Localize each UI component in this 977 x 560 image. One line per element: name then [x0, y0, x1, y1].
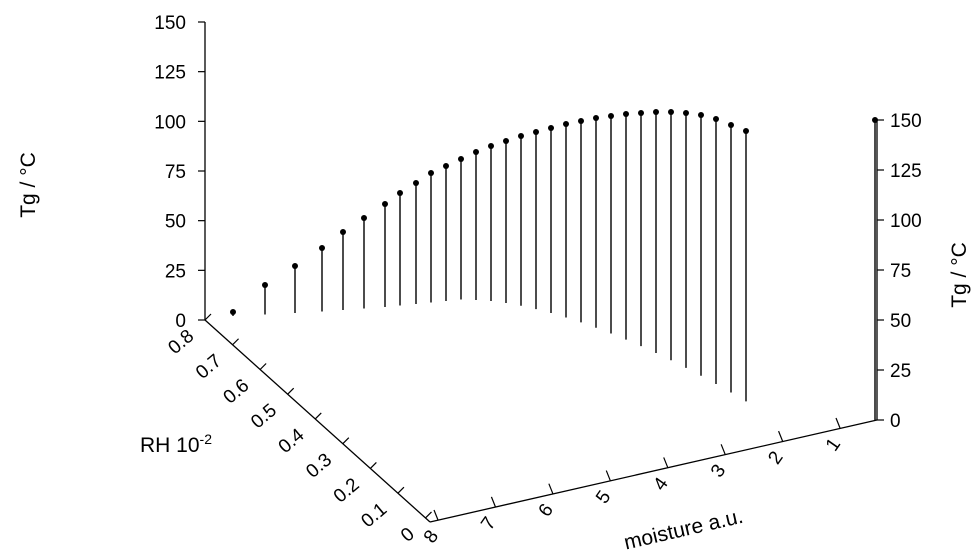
rh-tick-label: 0.8: [164, 326, 198, 359]
stem-point: [292, 263, 298, 269]
stem-point: [397, 190, 403, 196]
left-tg-ticks: 0 25 50 75 100 125 150: [154, 13, 205, 332]
axes: [204, 22, 878, 523]
rh-tick-mark: [369, 462, 377, 469]
stem-point: [743, 128, 749, 134]
rh-tick-mark: [287, 387, 295, 395]
stem-point: [713, 116, 719, 122]
right-axis-label: Tg / °C: [948, 242, 971, 308]
moisture-tick-label: 5: [592, 487, 615, 508]
stem-point: [668, 109, 674, 115]
right-tick-label: 75: [890, 261, 911, 282]
rh-tick-mark: [342, 437, 350, 445]
stem-point: [638, 110, 644, 116]
moisture-axis-label: moisture a.u.: [622, 505, 745, 555]
moisture-tick-label: 7: [477, 513, 500, 534]
stem-point: [428, 170, 434, 176]
rh-axis-label: RH 10-2: [140, 431, 212, 457]
stem-point: [361, 215, 367, 221]
right-tick-label: 25: [890, 361, 911, 382]
moisture-tick-label: 6: [535, 500, 558, 521]
stem-point: [382, 201, 388, 207]
stem-point: [518, 133, 524, 139]
stem-point: [413, 180, 419, 186]
rh-tick-label: 0: [397, 524, 419, 547]
rh-axis-label-base: RH 10: [140, 434, 200, 457]
stem-point: [872, 117, 878, 123]
right-tick-label: 0: [890, 411, 901, 432]
right-tick-label: 150: [890, 111, 922, 132]
stem-point: [503, 138, 509, 144]
right-tick-label: 125: [890, 161, 922, 182]
stem-point: [262, 282, 268, 288]
left-tick-label: 100: [154, 112, 186, 133]
rh-tick-mark: [259, 363, 267, 370]
stem-point: [563, 121, 569, 127]
stem-point: [548, 125, 554, 131]
stem-point: [443, 163, 449, 169]
moisture-tick-label: 8: [420, 526, 443, 547]
left-tick-label: 50: [165, 212, 186, 233]
stem-point: [473, 149, 479, 155]
rh-axis-label-exp: -2: [200, 431, 213, 447]
rh-axis-line: [204, 319, 431, 523]
stem-point: [623, 111, 629, 117]
rh-tick-mark: [425, 511, 432, 519]
left-tick-label: 75: [165, 162, 186, 183]
stem-point: [319, 245, 325, 251]
moisture-tick-mark: [605, 470, 611, 481]
rh-tick-mark: [204, 313, 212, 321]
rh-tick-label: 0.1: [357, 499, 391, 532]
moisture-tick-label: 3: [707, 461, 730, 482]
rh-tick-label: 0.5: [247, 400, 281, 433]
right-tick-label: 100: [890, 211, 922, 232]
left-axis-label: Tg / °C: [17, 152, 40, 218]
stems: [230, 109, 878, 420]
left-tick-label: 125: [154, 63, 186, 84]
moisture-tick-mark: [490, 496, 496, 508]
rh-tick-label: 0.3: [302, 449, 336, 482]
stem-point: [608, 113, 614, 119]
right-tg-ticks: 0 25 50 75 100 125 150: [877, 111, 922, 432]
moisture-tick-label: 1: [822, 434, 845, 455]
rh-tick-label: 0.7: [192, 350, 226, 383]
rh-tick-label: 0.2: [330, 474, 364, 507]
rh-tick-label: 0.6: [220, 375, 254, 408]
moisture-tick-label: 4: [650, 474, 674, 495]
stem-point: [458, 156, 464, 162]
moisture-axis-line: [429, 419, 878, 523]
moisture-tick-mark: [835, 417, 841, 429]
stem-point: [533, 129, 539, 135]
stem-point: [488, 143, 494, 149]
rh-tick-mark: [232, 338, 239, 346]
moisture-ticks: 1 2 3 4 5 6 7 8: [420, 417, 845, 547]
moisture-tick-mark: [778, 430, 784, 442]
stem-point: [653, 109, 659, 115]
rh-tick-mark: [397, 486, 405, 494]
moisture-tick-mark: [720, 444, 726, 455]
stem-point: [578, 118, 584, 124]
stem-point: [698, 112, 704, 118]
right-tick-label: 50: [890, 311, 911, 332]
rh-tick-mark: [314, 412, 322, 420]
stem-point: [683, 110, 689, 116]
moisture-tick-mark: [548, 483, 554, 494]
stem-point: [230, 309, 236, 315]
stem-point: [340, 229, 346, 235]
left-tick-label: 25: [165, 261, 186, 282]
moisture-tick-label: 2: [764, 448, 787, 469]
stem-point: [593, 115, 599, 121]
left-tick-label: 150: [154, 13, 186, 34]
moisture-tick-mark: [433, 509, 439, 521]
left-tick-label: 0: [175, 311, 186, 332]
moisture-tick-mark: [663, 457, 669, 468]
rh-tick-label: 0.4: [275, 424, 309, 457]
stem-point: [728, 122, 734, 128]
